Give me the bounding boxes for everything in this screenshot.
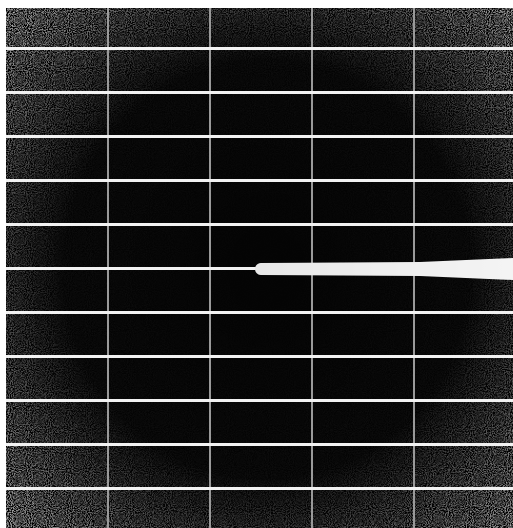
module-gap — [6, 311, 513, 314]
page-body — [0, 0, 513, 528]
module-gap — [6, 487, 513, 490]
module-gap — [6, 355, 513, 358]
module-gap — [6, 443, 513, 446]
detector-image — [0, 0, 513, 528]
module-gap — [6, 91, 513, 94]
page: Detector image {} html, body { margin: 0… — [0, 0, 513, 528]
module-gap — [6, 179, 513, 182]
module-gap — [6, 223, 513, 226]
module-gap — [6, 47, 513, 50]
module-gap — [6, 399, 513, 402]
module-gap — [6, 135, 513, 138]
